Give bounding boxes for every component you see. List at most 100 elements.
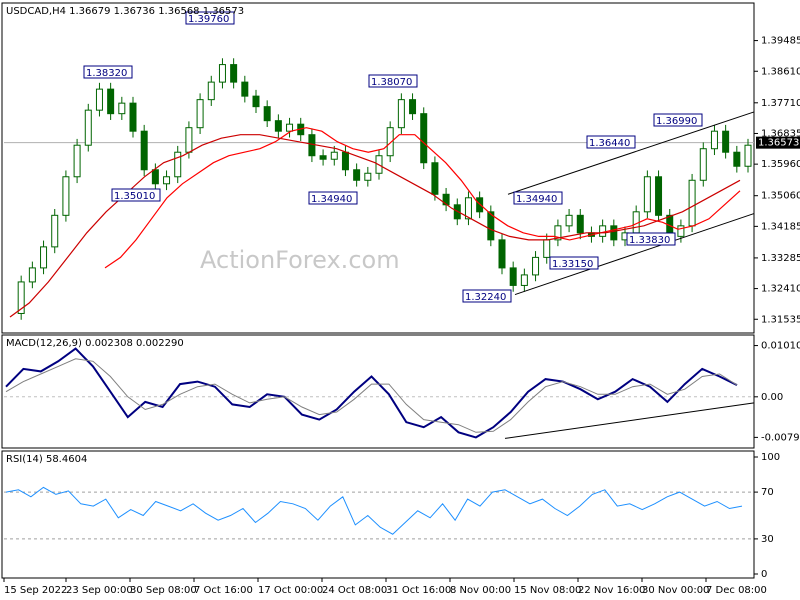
- price-label-box: [185, 11, 235, 25]
- price-label-box: [549, 256, 599, 270]
- price-label: 1.34940: [516, 194, 557, 205]
- y-tick-label: 1.39485: [761, 36, 800, 47]
- candle-body: [610, 225, 618, 241]
- candle-body: [174, 151, 182, 178]
- y-tick-label: 1.35960: [761, 159, 800, 170]
- candle-body: [710, 130, 718, 150]
- candle-body: [308, 134, 316, 157]
- x-tick-label: 15 Nov 08:00: [514, 585, 581, 596]
- candle-body: [151, 169, 159, 185]
- x-tick-label: 7 Dec 08:00: [706, 585, 767, 596]
- macd-y-tick-label: 0.00: [761, 392, 783, 403]
- candle-body: [487, 211, 495, 241]
- candle-body: [62, 176, 70, 216]
- candle-body: [118, 102, 126, 115]
- price-label: 1.36440: [589, 138, 630, 149]
- price-label: 1.33830: [629, 235, 670, 246]
- candle-body: [576, 214, 584, 234]
- x-tick-label: 24 Oct 08:00: [322, 585, 387, 596]
- candle-body: [241, 81, 249, 97]
- price-label: 1.32240: [465, 292, 506, 303]
- x-tick-label: 30 Sep 08:00: [130, 585, 197, 596]
- candle-body: [140, 130, 148, 171]
- price-label-box: [513, 191, 563, 205]
- candle-body: [409, 99, 417, 115]
- candle-body: [599, 225, 607, 237]
- y-tick-label: 1.36835: [761, 128, 800, 139]
- x-tick-label: 17 Oct 00:00: [258, 585, 323, 596]
- y-tick-label: 1.32410: [761, 284, 800, 295]
- x-tick-label: 15 Sep 2022: [4, 585, 67, 596]
- price-label: 1.35010: [114, 191, 155, 202]
- candle-body: [319, 155, 327, 160]
- y-tick-label: 1.31535: [761, 314, 800, 325]
- candle-body: [688, 179, 696, 227]
- price-label-box: [308, 191, 358, 205]
- macd-y-tick-label: 0.010103: [761, 341, 800, 352]
- rsi-panel: [1, 450, 755, 579]
- candle-body: [520, 274, 528, 286]
- candle-body: [543, 239, 551, 258]
- x-tick-label: 30 Nov 00:00: [642, 585, 709, 596]
- channel-upper-line: [507, 111, 755, 195]
- price-label-box: [626, 232, 676, 246]
- candle-body: [230, 64, 238, 83]
- price-label: 1.39760: [188, 14, 229, 25]
- price-label-box: [586, 135, 636, 149]
- price-label-box: [83, 65, 133, 79]
- candle-body: [207, 81, 215, 101]
- ma-slow-line: [9, 134, 741, 318]
- candle-body: [185, 127, 193, 153]
- candle-body: [509, 267, 517, 286]
- candle-body: [498, 239, 506, 269]
- rsi-y-tick-label: 100: [761, 452, 780, 463]
- candle-body: [464, 197, 472, 220]
- candle-body: [722, 130, 730, 153]
- x-tick-label: 7 Oct 16:00: [194, 585, 253, 596]
- candle-body: [196, 99, 204, 129]
- candle-body: [532, 256, 540, 276]
- macd-panel: [1, 334, 755, 449]
- macd-line: [5, 347, 738, 439]
- candle-body: [28, 267, 36, 283]
- candle-body: [420, 113, 428, 164]
- candle-body: [274, 120, 282, 132]
- candle-body: [84, 109, 92, 146]
- ma-fast-line: [104, 127, 741, 269]
- candle-body: [431, 162, 439, 195]
- candle-body: [40, 246, 48, 269]
- y-tick-label: 1.34185: [761, 221, 800, 232]
- current-price-label: 1.36573: [758, 138, 799, 149]
- macd-title: MACD(12,26,9) 0.002308 0.002290: [6, 338, 184, 349]
- macd-trendline: [504, 402, 755, 439]
- price-label: 1.33150: [552, 259, 593, 270]
- candle-body: [73, 144, 81, 178]
- candles: [17, 58, 752, 320]
- rsi-y-tick-label: 70: [761, 487, 774, 498]
- candle-body: [554, 225, 562, 241]
- price-label-box: [368, 74, 418, 88]
- candle-body: [643, 176, 651, 213]
- rsi-y-tick-label: 30: [761, 534, 774, 545]
- price-label-box: [111, 188, 161, 202]
- candle-body: [163, 176, 171, 185]
- candle-body: [733, 151, 741, 167]
- price-label: 1.38320: [86, 68, 127, 79]
- x-tick-label: 31 Oct 16:00: [386, 585, 451, 596]
- rsi-line: [5, 486, 743, 535]
- candle-body: [95, 88, 103, 111]
- candle-body: [218, 64, 226, 83]
- candle-body: [397, 99, 405, 129]
- price-label: 1.38070: [371, 77, 412, 88]
- price-label: 1.34940: [311, 194, 352, 205]
- x-tick-label: 22 Nov 16:00: [578, 585, 645, 596]
- candle-body: [677, 225, 685, 237]
- channel-lower-line: [514, 213, 755, 296]
- price-label-box: [653, 113, 703, 127]
- y-tick-label: 1.35060: [761, 191, 800, 202]
- candle-body: [699, 148, 707, 181]
- candle-body: [364, 172, 372, 181]
- candle-body: [386, 127, 394, 157]
- x-tick-label: 23 Sep 00:00: [66, 585, 133, 596]
